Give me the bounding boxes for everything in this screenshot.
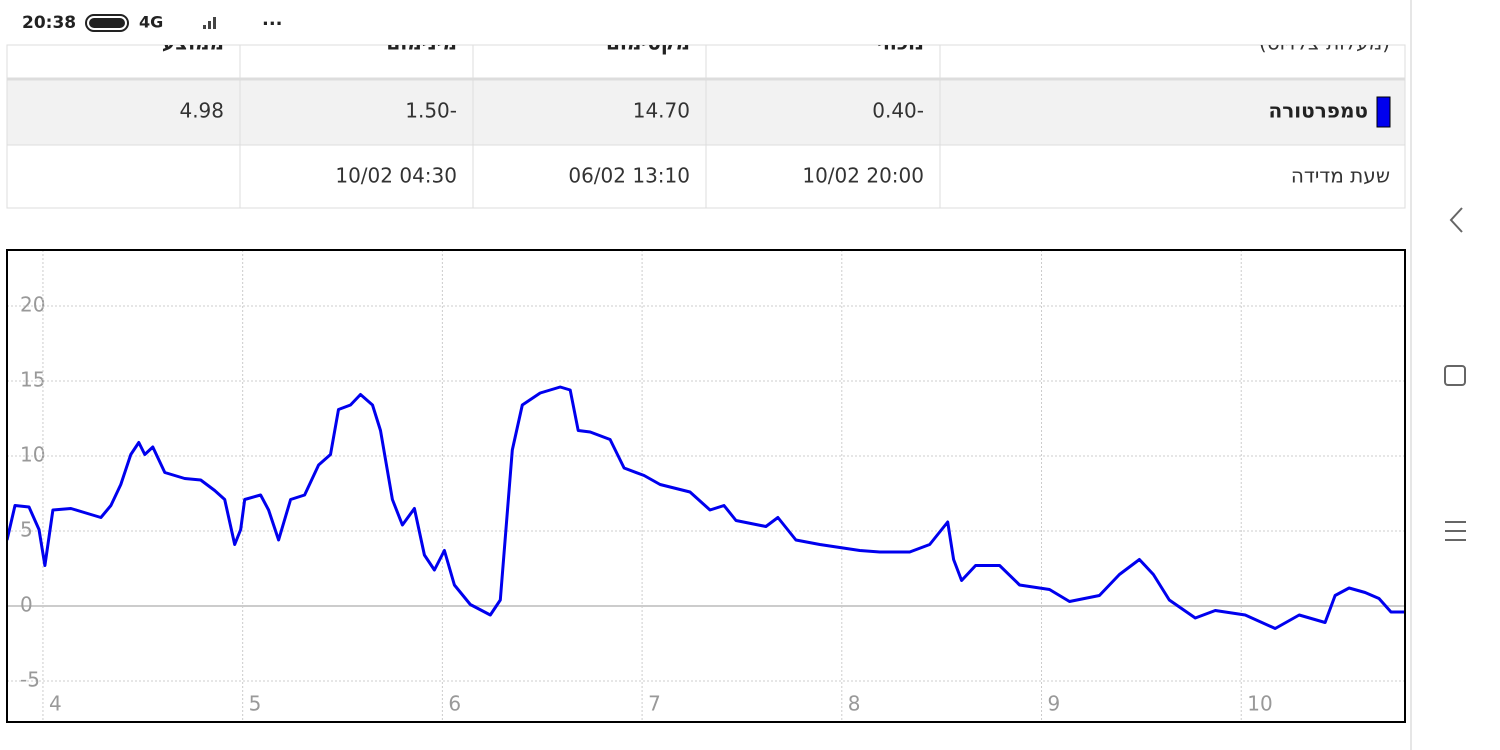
- x-tick-label: 7: [648, 692, 661, 716]
- table-header: (מעלות צלזיוס) נוכחי מקסימום מינימום ממוצע: [162, 31, 1390, 55]
- table-cell: 06/02 13:10: [568, 164, 690, 188]
- table-cell: 10/02 04:30: [335, 164, 457, 188]
- chart-frame: [6, 249, 1406, 723]
- data-table: (מעלות צלזיוס) נוכחי מקסימום מינימום ממוצע טמ…: [6, 31, 1406, 209]
- plot-area: -5 0 5 10 15 20 4 5 6 7 8 9 10: [7, 250, 1405, 722]
- series-swatch: [1376, 96, 1391, 128]
- home-button[interactable]: [1444, 365, 1466, 386]
- battery-icon: [85, 14, 129, 32]
- back-button[interactable]: [1449, 207, 1463, 233]
- header-cell: נוכחי: [877, 31, 924, 55]
- y-tick-label: 10: [20, 442, 45, 466]
- column-dividers: [239, 45, 941, 208]
- table-cell: 14.70: [633, 99, 690, 123]
- y-tick-label: -5: [20, 668, 40, 692]
- row-label: טמפרטורה: [1269, 99, 1368, 123]
- nav-divider: [1410, 0, 1412, 750]
- table-cell: 1.50-: [405, 99, 457, 123]
- header-cell: מקסימום: [606, 31, 690, 55]
- y-tick-label: 20: [20, 292, 45, 316]
- header-cell: ממוצע: [162, 31, 224, 55]
- x-tick-label: 9: [1048, 692, 1061, 716]
- row-label: שעת מדידה: [1291, 164, 1390, 188]
- data-line: [7, 385, 1405, 630]
- x-tick-label: 10: [1247, 692, 1272, 716]
- x-tick-label: 8: [848, 692, 861, 716]
- y-tick-label: 5: [20, 518, 33, 542]
- signal-icon: [203, 17, 216, 29]
- header-cell: מינימום: [386, 31, 457, 55]
- status-more: ...: [262, 9, 283, 30]
- y-tick-label: 0: [20, 593, 33, 617]
- battery-level: [89, 18, 125, 28]
- status-network: 4G: [139, 13, 163, 32]
- y-tick-label: 15: [20, 367, 45, 391]
- table-cell: 0.40-: [872, 99, 924, 123]
- table-cell: 10/02 20:00: [802, 164, 924, 188]
- x-tick-label: 4: [49, 692, 62, 716]
- header-cell: (מעלות צלזיוס): [1259, 31, 1390, 55]
- table-cell: 4.98: [179, 99, 224, 123]
- x-tick-label: 6: [448, 692, 461, 716]
- status-time: 20:38: [22, 13, 76, 33]
- menu-button[interactable]: [1445, 521, 1466, 541]
- x-tick-label: 5: [249, 692, 262, 716]
